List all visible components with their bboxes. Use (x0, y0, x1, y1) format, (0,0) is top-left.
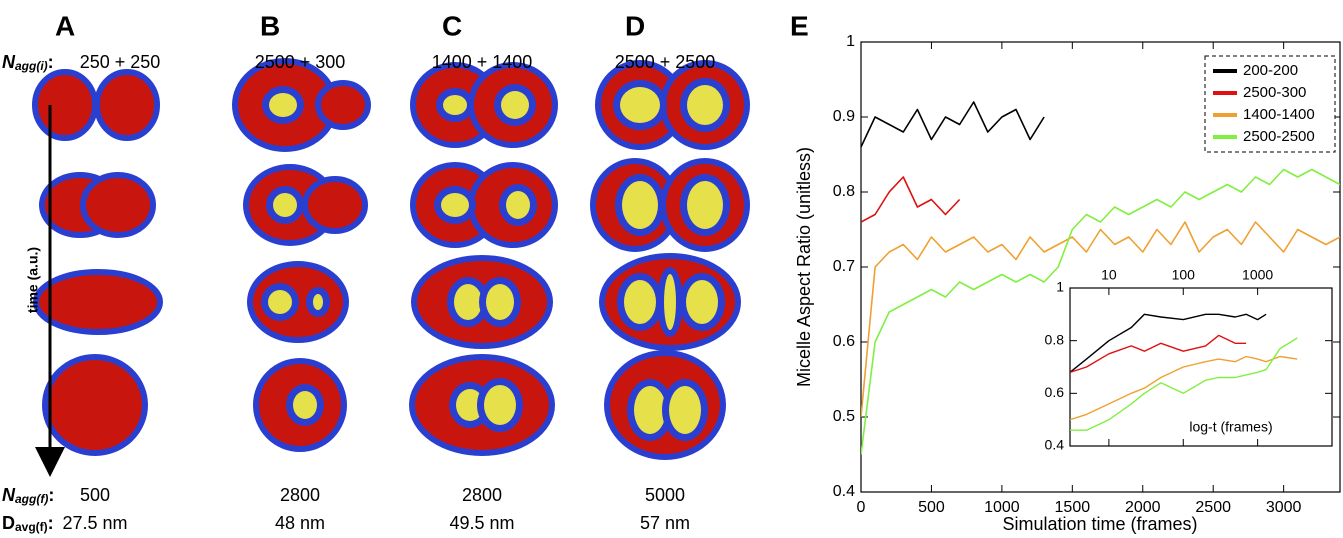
initial-size: 2500 + 300 (255, 52, 346, 72)
micelle-shape (687, 181, 723, 229)
y-tick-label: 0.6 (833, 333, 855, 350)
legend-label: 1400-1400 (1243, 106, 1315, 123)
micelle-shape (273, 193, 297, 217)
y-tick-label: 0.8 (833, 183, 855, 200)
y-tick-label: 0.4 (833, 483, 855, 500)
y-tick-label: 0.8 (1045, 331, 1065, 347)
micelle-shape (441, 193, 469, 217)
panel-letter: B (260, 10, 280, 41)
x-tick-label: 10 (1101, 267, 1117, 283)
legend-label: 2500-2500 (1243, 128, 1315, 145)
x-tick-label: 2500 (1195, 499, 1231, 516)
micelle-shape (686, 280, 718, 324)
diameter: 57 nm (640, 513, 690, 533)
micelle-shape (456, 389, 484, 421)
series-line (861, 168, 1340, 455)
y-tick-label: 1 (846, 33, 855, 50)
y-tick-label: 0.5 (833, 408, 855, 425)
micelle-shape (33, 269, 163, 335)
micelle-shape (302, 176, 368, 234)
row-label: Davg(f): (2, 513, 54, 534)
row-label: Nagg(f): (2, 485, 54, 506)
x-tick-label: 100 (1172, 267, 1196, 283)
series-line (1070, 313, 1267, 373)
x-axis-label: log-t (frames) (1189, 419, 1272, 435)
final-size: 2800 (280, 485, 320, 505)
series-group (861, 101, 1340, 455)
micelle-shape (634, 386, 666, 434)
initial-size: 2500 + 2500 (615, 52, 716, 72)
legend-label: 2500-300 (1243, 84, 1306, 101)
series-line (1070, 355, 1298, 421)
micelle-images (32, 58, 750, 460)
series-line (861, 101, 1045, 148)
y-tick-label: 0.4 (1045, 437, 1065, 453)
initial-size: 1400 + 1400 (432, 52, 533, 72)
final-size: 2800 (462, 485, 502, 505)
x-tick-label: 500 (918, 499, 945, 516)
diameter: 48 nm (275, 513, 325, 533)
final-size: 500 (80, 485, 110, 505)
x-axis-label: Simulation time (frames) (1002, 514, 1197, 534)
micelle-shape (94, 69, 160, 141)
micelle-shape (501, 91, 529, 119)
micelle-shape (620, 87, 660, 123)
micelle-shape (506, 191, 530, 219)
time-label: time (a.u.) (25, 247, 41, 313)
y-tick-label: 0.9 (833, 108, 855, 125)
x-tick-label: 2000 (1125, 499, 1161, 516)
micelle-shape (669, 386, 701, 434)
panel-letter: E (790, 10, 809, 41)
series-line (1070, 337, 1298, 431)
micelle-shape (486, 284, 514, 320)
micelle-shape (269, 93, 297, 117)
final-size: 5000 (645, 485, 685, 505)
y-axis-label: Micelle Aspect Ratio (unitless) (794, 147, 814, 387)
x-tick-label: 1000 (984, 499, 1020, 516)
x-tick-label: 1500 (1055, 499, 1091, 516)
micelle-shape (268, 290, 292, 314)
x-tick-label: 3000 (1266, 499, 1302, 516)
micelle-shape (484, 385, 516, 425)
micelle-shape (42, 354, 148, 456)
y-tick-label: 0.7 (833, 258, 855, 275)
series-line (861, 221, 1340, 418)
series-line (861, 176, 961, 223)
x-tick-label: 0 (857, 499, 866, 516)
series-group (1070, 313, 1298, 431)
panel-letter: A (55, 10, 75, 41)
initial-size: 250 + 250 (80, 52, 161, 72)
micelle-shape (293, 391, 317, 419)
row-label: Nagg(i): (2, 52, 54, 73)
micelle-shape (313, 294, 323, 310)
micelle-shape (315, 80, 371, 130)
y-tick-label: 1 (1056, 279, 1064, 295)
micelle-shape (32, 69, 98, 141)
diameter: 27.5 nm (62, 513, 127, 533)
panel-letter: D (625, 10, 645, 41)
plot-frame (1069, 287, 1333, 447)
micelle-shape (687, 85, 723, 125)
panel-letter: C (442, 10, 462, 41)
micelle-shape (454, 284, 482, 320)
series-line (1070, 334, 1247, 373)
legend-label: 200-200 (1243, 62, 1298, 79)
y-tick-label: 0.6 (1045, 384, 1065, 400)
diameter: 49.5 nm (449, 513, 514, 533)
micelle-shape (443, 95, 467, 115)
micelle-shape (80, 172, 156, 238)
micelle-shape (622, 181, 658, 229)
x-tick-label: 1000 (1242, 267, 1273, 283)
micelle-shape (664, 274, 676, 330)
micelle-shape (624, 280, 656, 324)
